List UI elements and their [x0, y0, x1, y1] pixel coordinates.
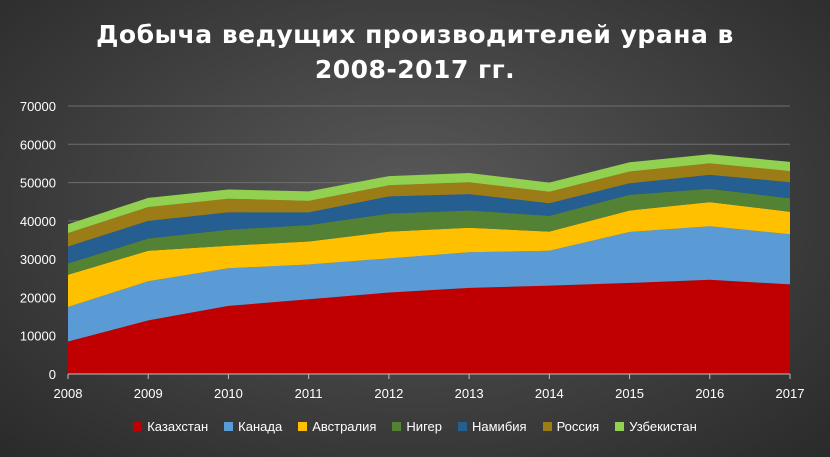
y-tick-label: 30000	[20, 252, 56, 267]
legend-swatch	[542, 422, 552, 431]
legend-label: Канада	[238, 419, 283, 434]
x-tick-label: 2012	[374, 386, 403, 401]
x-tick-label: 2015	[615, 386, 644, 401]
legend-item: Канада	[224, 419, 282, 434]
area-series-2	[68, 226, 790, 342]
legend-item: Намибия	[458, 419, 527, 434]
x-tick-label: 2014	[535, 386, 564, 401]
legend-item: Россия	[542, 419, 600, 434]
chart-legend: Казахстан Канада Австралия Нигер Намибия Росс…	[0, 419, 830, 434]
area-series-6	[68, 163, 790, 247]
area-series-1	[68, 279, 790, 374]
y-tick-label: 50000	[20, 176, 56, 191]
y-tick-label: 10000	[20, 329, 56, 344]
legend-swatch	[298, 422, 308, 431]
x-tick-label: 2013	[455, 386, 484, 401]
legend-label: Австралия	[312, 419, 377, 434]
legend-item: Австралия	[298, 419, 376, 434]
y-tick-label: 70000	[20, 99, 56, 114]
x-tick-label: 2010	[214, 386, 243, 401]
y-tick-label: 40000	[20, 214, 56, 229]
y-tick-label: 60000	[20, 137, 56, 152]
x-tick-label: 2011	[295, 386, 323, 401]
legend-swatch	[224, 422, 234, 431]
legend-label: Россия	[556, 419, 600, 434]
legend-label: Намибия	[472, 419, 527, 434]
chart-title-line-2: 2008-2017 гг.	[314, 55, 516, 84]
x-tick-label: 2009	[134, 386, 163, 401]
y-tick-label: 0	[49, 367, 56, 382]
chart-title-line-1: Добыча ведущих производителей урана в	[96, 20, 734, 49]
area-series-5	[68, 174, 790, 264]
legend-swatch	[458, 422, 467, 431]
legend-swatch	[615, 422, 625, 431]
legend-item: Казахстан	[133, 419, 208, 434]
x-tick-label: 2017	[776, 386, 805, 401]
x-tick-label: 2016	[695, 386, 724, 401]
y-tick-label: 20000	[20, 290, 56, 305]
legend-item: Узбекистан	[615, 419, 697, 434]
legend-swatch	[133, 422, 143, 431]
area-series-3	[68, 202, 790, 307]
x-tick-label: 2008	[54, 386, 83, 401]
legend-label: Узбекистан	[629, 419, 697, 434]
legend-swatch	[392, 422, 402, 431]
area-series-7	[68, 154, 790, 234]
legend-label: Нигер	[406, 419, 442, 434]
legend-label: Казахстан	[147, 419, 209, 434]
legend-item: Нигер	[392, 419, 442, 434]
area-series-4	[68, 188, 790, 275]
